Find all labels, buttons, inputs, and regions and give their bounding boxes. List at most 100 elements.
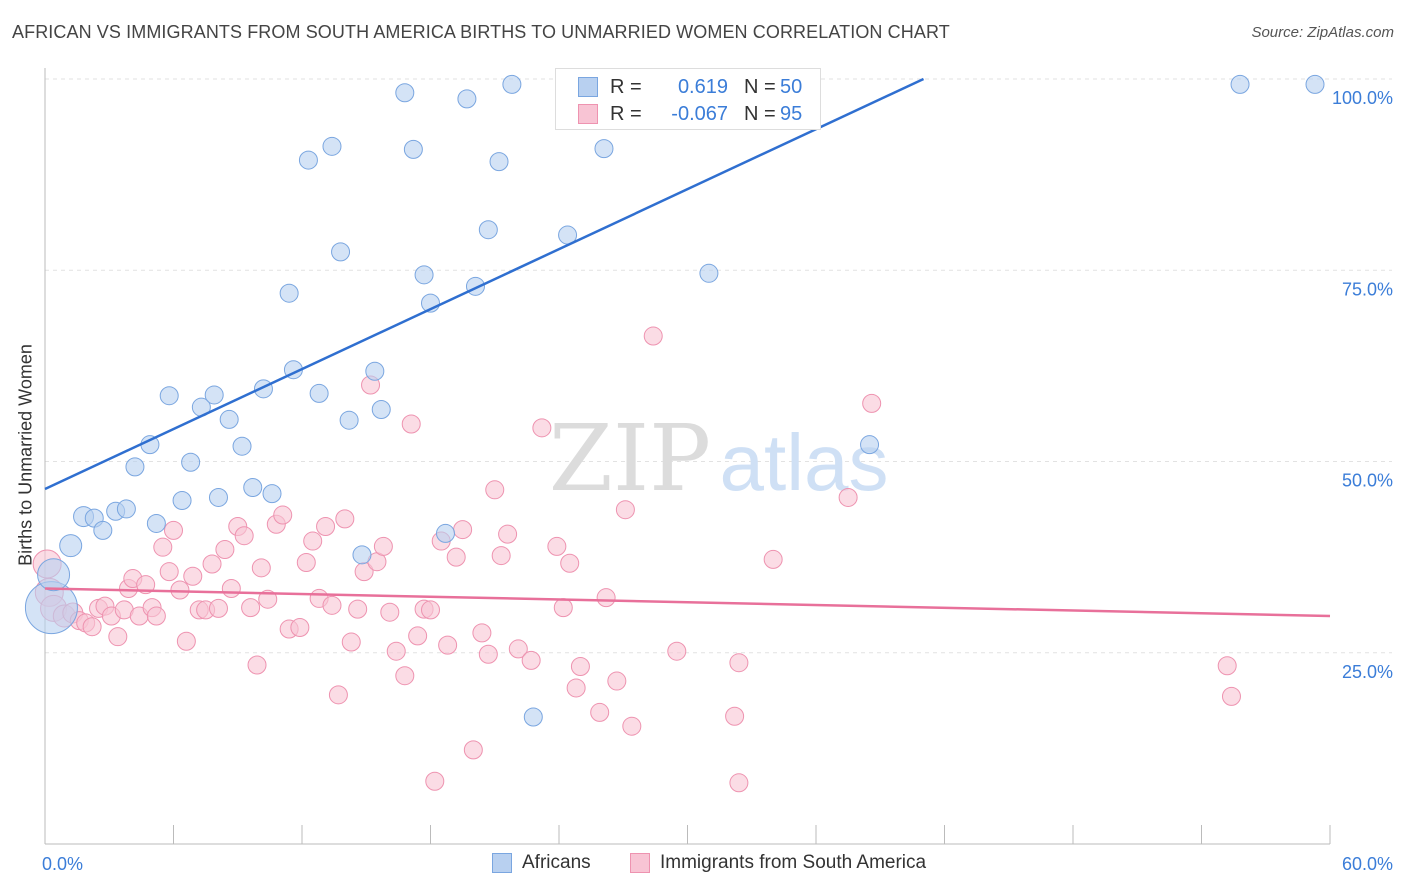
point-africans xyxy=(352,545,372,565)
point-immigrants xyxy=(395,666,415,686)
point-immigrants xyxy=(290,618,310,638)
point-immigrants xyxy=(108,627,128,647)
point-immigrants xyxy=(596,588,616,608)
y-tick-label: 100.0% xyxy=(1332,88,1393,108)
point-immigrants xyxy=(176,631,196,651)
trend-layer xyxy=(44,77,1331,618)
point-africans xyxy=(1305,74,1325,94)
series-legend-africans[interactable]: Africans xyxy=(492,852,591,874)
point-africans xyxy=(502,74,522,94)
legend-n-value: 95 xyxy=(780,102,803,125)
point-africans xyxy=(365,361,385,381)
point-immigrants xyxy=(153,537,173,557)
point-africans xyxy=(204,385,224,405)
point-africans xyxy=(457,89,477,109)
point-africans xyxy=(523,707,543,727)
point-immigrants xyxy=(373,536,393,556)
point-immigrants xyxy=(401,414,421,434)
point-africans xyxy=(279,283,299,303)
point-immigrants xyxy=(478,644,498,664)
point-africans xyxy=(298,150,318,170)
points-africans xyxy=(24,74,1325,727)
point-immigrants xyxy=(136,575,156,595)
point-africans xyxy=(232,436,252,456)
point-immigrants xyxy=(328,685,348,705)
point-africans xyxy=(435,523,455,543)
series-legend: Africans Immigrants from South America xyxy=(0,852,1406,878)
series-swatch-africans xyxy=(492,853,512,873)
series-label-immigrants: Immigrants from South America xyxy=(660,852,927,873)
point-immigrants xyxy=(322,595,342,615)
legend-r-label: R = xyxy=(610,102,642,125)
point-immigrants xyxy=(862,393,882,413)
series-legend-immigrants[interactable]: Immigrants from South America xyxy=(630,852,926,874)
trend-line-immigrants xyxy=(44,587,1331,618)
point-immigrants xyxy=(247,655,267,675)
point-africans xyxy=(594,139,614,159)
point-immigrants xyxy=(622,716,642,736)
point-immigrants xyxy=(547,536,567,556)
point-africans xyxy=(125,457,145,477)
y-tick-label: 50.0% xyxy=(1342,471,1393,491)
point-immigrants xyxy=(838,487,858,507)
point-immigrants xyxy=(273,505,293,525)
x-tick-label-min: 0.0% xyxy=(42,854,83,874)
point-immigrants xyxy=(446,547,466,567)
point-immigrants xyxy=(463,740,483,760)
point-immigrants xyxy=(202,554,222,574)
point-africans xyxy=(181,452,201,472)
legend-r-value: -0.067 xyxy=(671,102,728,125)
point-immigrants xyxy=(241,598,261,618)
point-immigrants xyxy=(763,549,783,569)
point-immigrants xyxy=(667,641,687,661)
series-label-africans: Africans xyxy=(522,852,591,873)
point-immigrants xyxy=(221,578,241,598)
point-africans xyxy=(339,410,359,430)
point-immigrants xyxy=(215,539,235,559)
point-immigrants xyxy=(146,606,166,626)
legend-n-label: N = xyxy=(744,102,776,125)
point-immigrants xyxy=(164,520,183,540)
point-africans xyxy=(1230,74,1250,94)
legend-r-label: R = xyxy=(610,75,642,98)
source-note: Source: ZipAtlas.com xyxy=(1251,24,1394,41)
point-immigrants xyxy=(386,641,406,661)
point-immigrants xyxy=(498,524,518,544)
point-immigrants xyxy=(316,517,336,537)
y-tick-label: 25.0% xyxy=(1342,662,1393,682)
watermark-zip: ZIP xyxy=(549,405,711,512)
point-immigrants xyxy=(296,552,316,572)
legend-swatch-immigrants xyxy=(578,104,598,124)
correlation-legend: R = 0.619 N = 50 R = -0.067 N = 95 xyxy=(555,68,821,130)
point-africans xyxy=(37,558,71,592)
point-africans xyxy=(403,139,423,159)
point-immigrants xyxy=(421,600,440,620)
point-africans xyxy=(322,136,342,156)
point-africans xyxy=(243,478,263,498)
point-immigrants xyxy=(570,657,590,677)
point-immigrants xyxy=(453,520,473,540)
point-immigrants xyxy=(425,771,445,791)
legend-n-label: N = xyxy=(744,75,776,98)
point-immigrants xyxy=(348,599,368,619)
point-immigrants xyxy=(1217,656,1237,676)
point-immigrants xyxy=(560,553,580,573)
point-africans xyxy=(371,399,391,419)
point-immigrants xyxy=(725,706,745,726)
point-immigrants xyxy=(82,617,102,637)
point-immigrants xyxy=(335,509,355,529)
point-immigrants xyxy=(234,526,254,546)
point-immigrants xyxy=(643,326,663,346)
point-africans xyxy=(262,484,282,504)
point-africans xyxy=(860,435,880,455)
point-immigrants xyxy=(341,632,361,652)
point-immigrants xyxy=(491,546,511,566)
point-immigrants xyxy=(485,480,505,500)
point-africans xyxy=(219,409,239,429)
series-swatch-immigrants xyxy=(630,853,650,873)
legend-row-africans: R = 0.619 N = 50 xyxy=(578,74,802,100)
chart-title: AFRICAN VS IMMIGRANTS FROM SOUTH AMERICA… xyxy=(12,22,950,42)
point-immigrants xyxy=(1221,686,1241,706)
point-africans xyxy=(489,152,509,172)
